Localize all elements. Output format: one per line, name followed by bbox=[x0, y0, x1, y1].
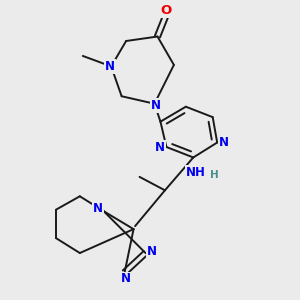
Text: N: N bbox=[155, 140, 165, 154]
Text: N: N bbox=[93, 202, 103, 215]
Text: N: N bbox=[121, 272, 131, 286]
Text: H: H bbox=[210, 170, 218, 180]
Text: N: N bbox=[219, 136, 229, 149]
Text: NH: NH bbox=[186, 166, 206, 179]
Text: N: N bbox=[105, 60, 115, 73]
Text: N: N bbox=[147, 245, 157, 258]
Text: O: O bbox=[161, 4, 172, 17]
Text: N: N bbox=[151, 99, 161, 112]
